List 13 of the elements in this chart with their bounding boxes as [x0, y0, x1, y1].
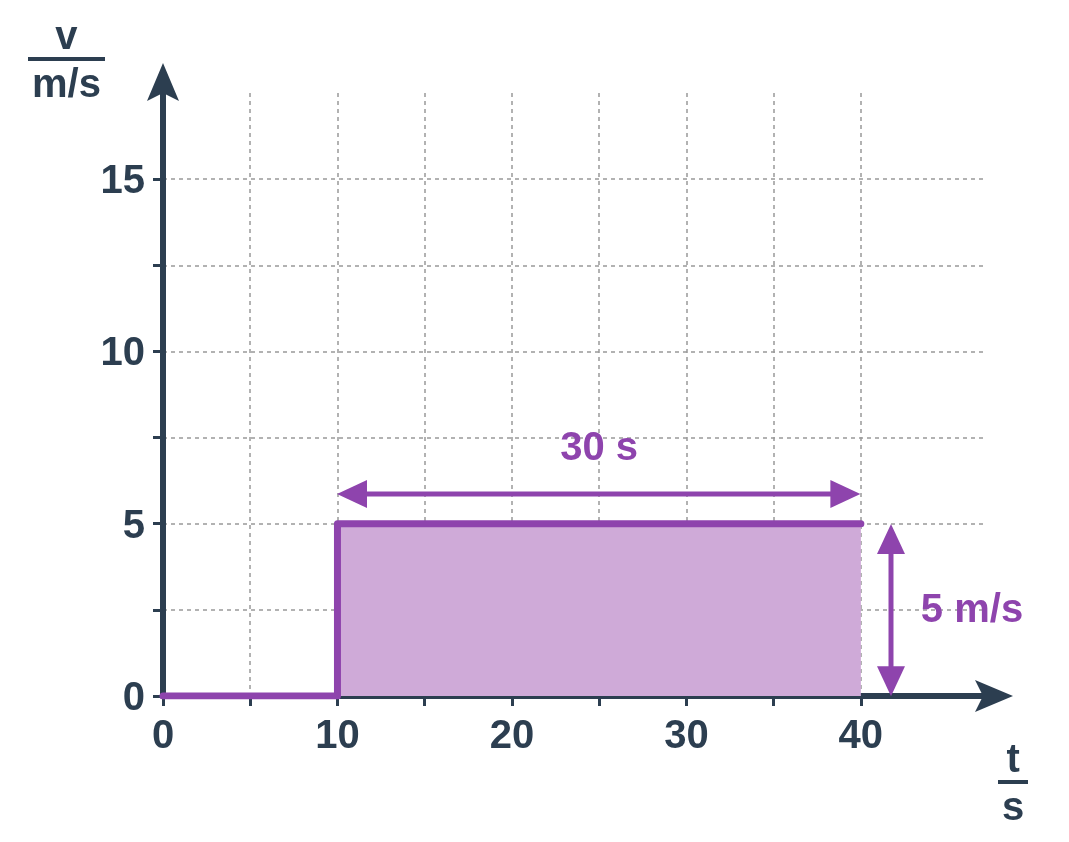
x-tick-label: 0 — [151, 712, 175, 756]
x-tick-label: 20 — [489, 712, 535, 756]
x-tick-label: 40 — [838, 712, 884, 756]
annotation: 5 m/s — [920, 585, 1024, 631]
y-tick-label: 0 — [122, 674, 145, 718]
x-tick-label: 10 — [315, 712, 360, 756]
y-tick-label: 10 — [100, 329, 145, 374]
x-tick-label: 30 — [664, 712, 709, 756]
x-axis-title: t s — [1001, 736, 1026, 828]
y-tick-label: 5 — [122, 501, 145, 546]
annotation: 30 s — [560, 423, 639, 469]
y-axis-title: v m/s — [31, 13, 102, 105]
y-tick-label: 15 — [100, 157, 145, 202]
